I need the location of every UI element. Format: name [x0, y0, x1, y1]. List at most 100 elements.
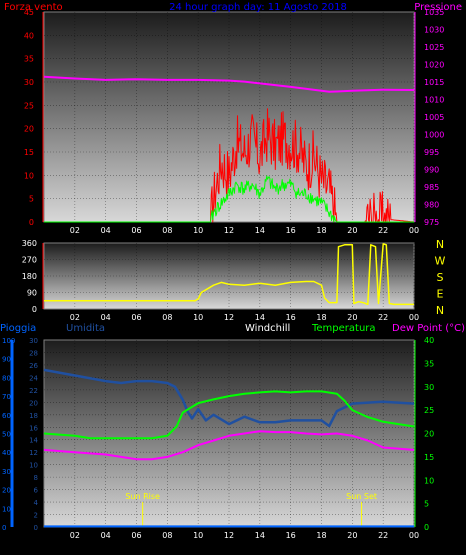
x-tick-label: 14 — [255, 531, 265, 540]
humidity-y-tick: 14 — [29, 437, 38, 445]
compass-label: W — [435, 255, 446, 268]
temp-y-tick: 40 — [424, 336, 434, 345]
humidity-y-tick: 8 — [34, 474, 38, 482]
y-tick-right: 990 — [424, 166, 439, 175]
x-tick-label: 16 — [286, 226, 296, 235]
direction-y-tick: 360 — [22, 239, 37, 248]
temp-y-tick: 5 — [424, 500, 429, 509]
rain-y-tick: 70 — [2, 393, 11, 401]
x-tick-label: 04 — [101, 313, 111, 322]
y-tick-right: 980 — [424, 201, 439, 210]
rain-y-tick: 20 — [2, 487, 11, 495]
x-tick-label: 20 — [347, 226, 357, 235]
wind-axis-title: Forza vento — [4, 2, 63, 13]
y-tick-left: 0 — [29, 218, 34, 227]
rain-y-tick: 10 — [2, 505, 11, 513]
x-tick-label: 20 — [347, 313, 357, 322]
rain-y-tick: 0 — [2, 524, 6, 532]
x-tick-label: 12 — [224, 531, 234, 540]
pressure-line — [43, 75, 415, 93]
x-tick-label: 20 — [347, 531, 357, 540]
y-tick-left: 20 — [24, 125, 34, 134]
temp-y-tick: 0 — [424, 523, 429, 532]
x-tick-label: 14 — [255, 313, 265, 322]
y-tick-right: 975 — [424, 218, 439, 227]
humidity-y-tick: 26 — [29, 362, 38, 370]
humidity-line — [43, 368, 415, 428]
compass-label: N — [436, 238, 444, 251]
rain-y-tick: 90 — [2, 356, 11, 364]
x-tick-label: 06 — [131, 531, 141, 540]
sun-marker-label: Sun Set — [346, 492, 377, 501]
x-tick-label: 06 — [131, 226, 141, 235]
compass-label: E — [437, 288, 444, 301]
pressure-axis-title: Pressione — [414, 2, 462, 13]
temp-y-tick: 10 — [424, 476, 434, 485]
x-tick-label: 02 — [70, 313, 80, 322]
direction-y-tick: 90 — [27, 289, 37, 298]
rain-y-tick: 100 — [2, 337, 15, 345]
x-tick-label: 16 — [286, 531, 296, 540]
x-tick-label: 04 — [101, 226, 111, 235]
humidity-y-tick: 12 — [29, 449, 38, 457]
rain-y-tick: 60 — [2, 412, 11, 420]
chart-title: 24 hour graph day: 11 Agosto 2018 — [169, 2, 347, 13]
humidity-y-tick: 18 — [29, 412, 38, 420]
humidity-y-tick: 10 — [29, 462, 38, 470]
x-tick-label: 14 — [255, 226, 265, 235]
y-tick-right: 1030 — [424, 26, 444, 35]
legend-item: Dew Point (°C) — [392, 323, 465, 334]
x-tick-label: 10 — [193, 226, 203, 235]
y-tick-left: 30 — [24, 78, 34, 87]
x-tick-label: 08 — [162, 531, 172, 540]
direction-y-tick: 0 — [32, 305, 37, 314]
y-tick-right: 1015 — [424, 78, 444, 87]
temp-y-tick: 20 — [424, 430, 434, 439]
y-tick-right: 1005 — [424, 113, 444, 122]
x-tick-label: 22 — [378, 531, 388, 540]
humidity-y-tick: 24 — [29, 374, 38, 382]
y-tick-left: 15 — [24, 148, 34, 157]
wind-direction-line — [44, 243, 414, 306]
x-tick-label: 08 — [162, 313, 172, 322]
x-tick-label: 18 — [316, 313, 326, 322]
y-tick-right: 1010 — [424, 96, 444, 105]
y-tick-right: 1025 — [424, 43, 444, 52]
temperature-line — [43, 390, 415, 440]
x-tick-label: 02 — [70, 226, 80, 235]
x-tick-label: 18 — [316, 531, 326, 540]
rain-y-tick: 80 — [2, 374, 11, 382]
x-tick-label: 08 — [162, 226, 172, 235]
rain-y-tick: 30 — [2, 468, 11, 476]
y-tick-left: 25 — [24, 101, 34, 110]
temp-y-tick: 25 — [424, 406, 434, 415]
rain-y-tick: 40 — [2, 449, 11, 457]
y-tick-left: 35 — [24, 55, 34, 64]
x-tick-label: 22 — [378, 226, 388, 235]
x-tick-label: 10 — [193, 531, 203, 540]
y-tick-left: 45 — [24, 8, 34, 17]
humidity-y-tick: 4 — [34, 499, 39, 507]
legend-item: Temperatura — [311, 323, 376, 334]
humidity-y-tick: 30 — [29, 337, 38, 345]
y-tick-right: 1020 — [424, 61, 444, 70]
x-tick-label: 02 — [70, 531, 80, 540]
temp-y-tick: 15 — [424, 453, 434, 462]
rain-y-tick: 50 — [2, 431, 11, 439]
x-tick-label: 00 — [409, 531, 419, 540]
x-tick-label: 00 — [409, 226, 419, 235]
compass-label: S — [437, 271, 444, 284]
y-tick-right: 1035 — [424, 8, 444, 17]
humidity-y-tick: 2 — [34, 512, 38, 520]
y-tick-right: 1000 — [424, 131, 444, 140]
temp-y-tick: 30 — [424, 383, 434, 392]
y-tick-right: 995 — [424, 148, 439, 157]
x-tick-label: 12 — [224, 313, 234, 322]
humidity-y-tick: 6 — [34, 487, 39, 495]
x-tick-label: 06 — [131, 313, 141, 322]
y-tick-left: 40 — [24, 31, 34, 40]
sun-marker-label: Sun Rise — [125, 492, 160, 501]
y-tick-left: 10 — [24, 171, 34, 180]
legend-item: Windchill — [245, 323, 290, 334]
